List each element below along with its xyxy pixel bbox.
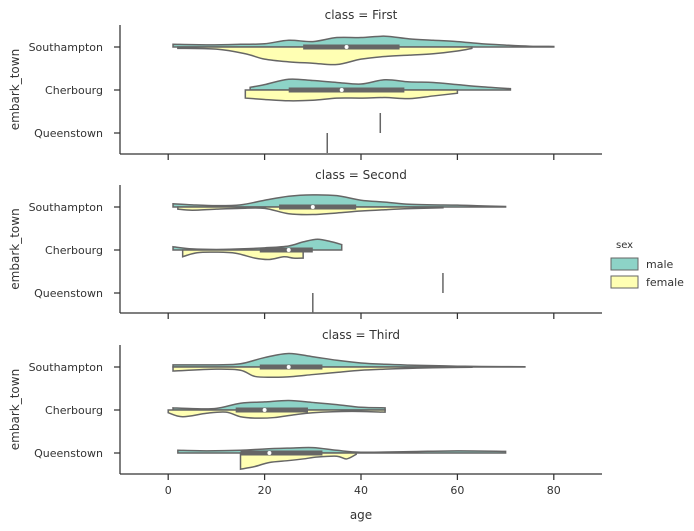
violin-male (172, 35, 555, 48)
median-point (286, 248, 291, 252)
y-tick-label: Southampton (29, 361, 103, 374)
violin-male (172, 194, 507, 208)
x-tick-label: 0 (165, 484, 172, 497)
violin-female (177, 206, 444, 216)
violin-male (172, 238, 343, 251)
violin-male (249, 78, 512, 91)
panel-title: class = First (325, 8, 398, 22)
violin-group-queenstown (312, 273, 444, 313)
y-tick-label: Queenstown (34, 287, 103, 300)
violin-group-cherbourg (172, 238, 343, 261)
x-axis-title: age (350, 508, 372, 522)
panel-title: class = Second (315, 168, 407, 182)
panel-1: class = First embark_town Southampton Cherb… (8, 8, 602, 160)
y-tick-label: Southampton (29, 41, 103, 54)
panel-title: class = Third (322, 328, 400, 342)
x-tick-label: 40 (354, 484, 368, 497)
panel-2: class = Second embark_town Southampton Cher… (8, 168, 602, 319)
y-axis-title: embark_town (8, 208, 22, 289)
violin-group-cherbourg (244, 78, 512, 102)
median-point (286, 365, 291, 369)
median-point (344, 45, 349, 49)
x-tick-label: 80 (547, 484, 561, 497)
x-tick-label: 20 (258, 484, 272, 497)
violin-female (239, 452, 357, 471)
y-tick-label: Cherbourg (45, 404, 103, 417)
violin-group-southampton (172, 352, 526, 379)
legend-label-female: female (646, 276, 684, 289)
legend-swatch-male (610, 257, 639, 271)
median-point (339, 88, 344, 92)
y-tick-label: Queenstown (34, 127, 103, 140)
violin-female (244, 89, 459, 102)
violin-female (177, 46, 473, 66)
median-point (262, 408, 267, 412)
violin-group-queenstown (177, 446, 507, 471)
violin-female (172, 366, 473, 379)
legend-swatch-female (610, 275, 639, 289)
x-tick-label: 60 (450, 484, 464, 497)
y-tick-label: Cherbourg (45, 244, 103, 257)
violin-group-southampton (172, 194, 507, 216)
violin-group-queenstown (326, 113, 382, 153)
violin-group-cherbourg (167, 399, 386, 419)
y-axis-title: embark_town (8, 49, 22, 130)
violin-male (177, 446, 507, 454)
panels: class = First embark_town Southampton Cherb… (8, 8, 602, 497)
median-point (310, 205, 315, 209)
legend: sex male female (610, 240, 684, 289)
y-tick-label: Southampton (29, 201, 103, 214)
violin-male (172, 352, 526, 368)
violin-group-southampton (172, 35, 555, 66)
legend-label-male: male (646, 258, 674, 271)
violin-male (172, 399, 386, 411)
y-tick-label: Cherbourg (45, 84, 103, 97)
legend-title: sex (616, 240, 633, 251)
violin-female (167, 409, 386, 419)
panel-3: class = Third 0 20 40 60 80 embark_town Southam… (8, 328, 602, 497)
median-point (267, 451, 272, 455)
y-axis-title: embark_town (8, 369, 22, 450)
y-tick-label: Queenstown (34, 447, 103, 460)
